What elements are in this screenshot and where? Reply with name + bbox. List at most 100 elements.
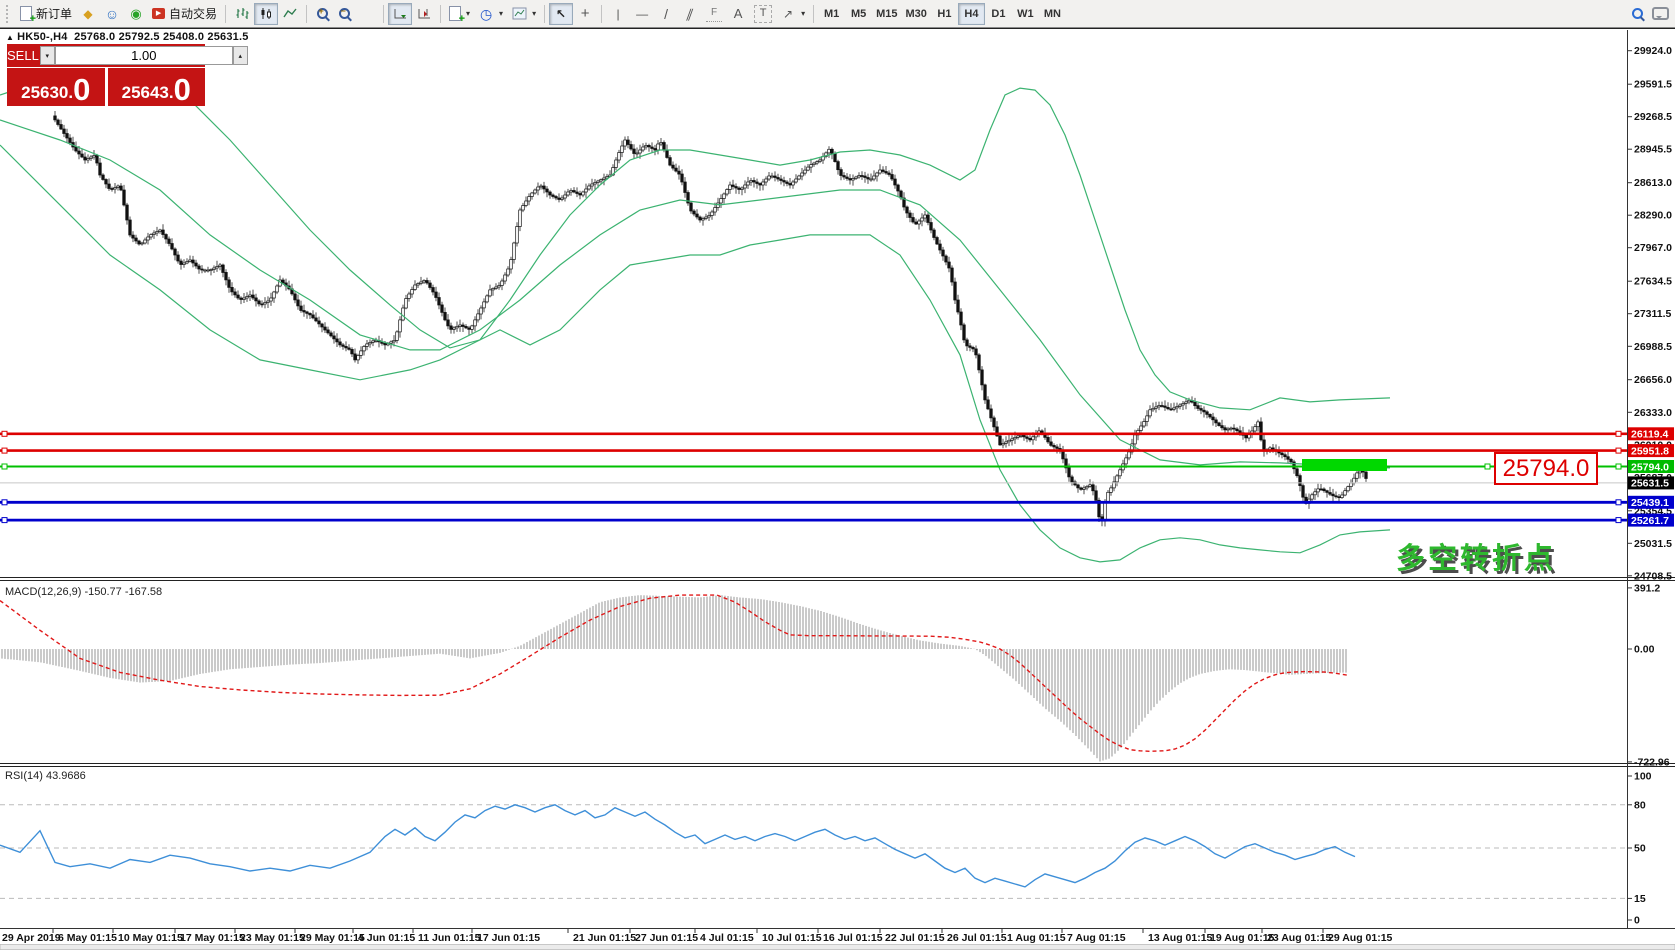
signals-button[interactable]: ◉: [124, 3, 148, 25]
chevron-down-icon: ▾: [801, 9, 806, 18]
indicators-button[interactable]: + ▾: [445, 3, 474, 25]
line-handle[interactable]: [1, 463, 8, 470]
svg-text:10 May 01:15: 10 May 01:15: [118, 932, 183, 944]
auto-scroll-button[interactable]: [388, 2, 413, 25]
svg-text:-722.96: -722.96: [1634, 756, 1670, 768]
line-handle[interactable]: [1, 430, 8, 437]
indicators-icon: +: [449, 6, 465, 25]
toolbar-separator: [225, 4, 227, 23]
sell-button[interactable]: SELL: [7, 48, 39, 63]
search-button[interactable]: [1626, 3, 1648, 25]
trendline-button[interactable]: /: [654, 3, 678, 25]
svg-text:29 Apr 2019: 29 Apr 2019: [2, 932, 61, 944]
market-watch-button[interactable]: ◆: [76, 3, 100, 25]
bar-chart-button[interactable]: [230, 3, 254, 25]
svg-text:27967.0: 27967.0: [1634, 242, 1672, 254]
svg-text:11 Jun 01:15: 11 Jun 01:15: [418, 932, 481, 944]
text-button[interactable]: A: [726, 3, 750, 25]
price-callout-label[interactable]: 25794.0: [1494, 452, 1598, 485]
toolbar-separator: [601, 4, 603, 23]
svg-text:7 Aug 01:15: 7 Aug 01:15: [1067, 932, 1126, 944]
svg-text:28613.0: 28613.0: [1634, 177, 1672, 189]
channel-button[interactable]: ∥: [678, 3, 702, 25]
auto-scroll-icon: [392, 6, 408, 22]
line-handle[interactable]: [1, 447, 8, 454]
cursor-icon: ↖: [556, 6, 567, 21]
price-tag-25631.5: [1628, 476, 1674, 490]
line-handle[interactable]: [1484, 463, 1491, 470]
chevron-down-icon: ▾: [466, 9, 471, 18]
timeframe-M5[interactable]: M5: [845, 3, 872, 25]
timeframe-M1[interactable]: M1: [818, 3, 845, 25]
chevron-down-icon: ▾: [499, 9, 504, 18]
label-button[interactable]: T: [750, 3, 776, 25]
price-tag-26119.4: [1628, 427, 1674, 441]
crosshair-button[interactable]: +: [573, 3, 597, 25]
line-handle[interactable]: [1615, 447, 1622, 454]
zoom-in-button[interactable]: +: [311, 3, 333, 25]
chat-button[interactable]: [1648, 3, 1673, 25]
line-handle[interactable]: [1, 517, 8, 524]
candlestick-icon: [258, 6, 274, 22]
svg-text:10 Jul 01:15: 10 Jul 01:15: [762, 932, 822, 944]
collapse-icon[interactable]: ▲: [6, 33, 15, 42]
profile-button[interactable]: ☺: [100, 3, 124, 25]
volume-up-button[interactable]: ▴: [232, 46, 248, 65]
fibonacci-button[interactable]: F: [702, 3, 726, 25]
svg-text:29 May 01:15: 29 May 01:15: [300, 932, 365, 944]
vertical-line-button[interactable]: |: [606, 3, 630, 25]
svg-text:80: 80: [1634, 799, 1646, 811]
svg-text:29 Aug 01:15: 29 Aug 01:15: [1328, 932, 1393, 944]
volume-input[interactable]: [54, 46, 233, 65]
arrows-button[interactable]: ↗ ▾: [776, 3, 809, 25]
sell-price[interactable]: 25630. 0: [21, 71, 91, 107]
svg-text:25631.5: 25631.5: [1631, 478, 1669, 490]
buy-button[interactable]: BUY: [248, 48, 276, 63]
toolbar-grip[interactable]: [6, 4, 13, 23]
svg-text:29268.5: 29268.5: [1634, 111, 1672, 123]
timeframe-MN[interactable]: MN: [1039, 3, 1066, 25]
volume-down-button[interactable]: ▾: [39, 46, 55, 65]
svg-text:27634.5: 27634.5: [1634, 276, 1672, 288]
timeframe-D1[interactable]: D1: [985, 3, 1012, 25]
highlight-rectangle[interactable]: [1302, 459, 1387, 471]
toolbar-separator: [440, 4, 442, 23]
buy-price[interactable]: 25643. 0: [104, 68, 206, 106]
line-handle[interactable]: [1615, 517, 1622, 524]
line-handle[interactable]: [1, 499, 8, 506]
zoom-out-button[interactable]: −: [333, 3, 355, 25]
svg-text:25439.1: 25439.1: [1631, 497, 1669, 509]
macd-indicator-label: MACD(12,26,9) -150.77 -167.58: [5, 586, 163, 598]
timeframe-M30[interactable]: M30: [902, 3, 931, 25]
new-order-button[interactable]: + 新订单: [16, 3, 76, 25]
toolbar-separator: [306, 4, 308, 23]
toolbar-separator: [383, 4, 385, 23]
svg-text:29924.0: 29924.0: [1634, 45, 1672, 57]
zoom-out-icon: −: [338, 7, 350, 19]
svg-text:6 May 01:15: 6 May 01:15: [58, 932, 117, 944]
cursor-button[interactable]: ↖: [549, 2, 574, 25]
turning-point-annotation[interactable]: 多空转折点: [1396, 543, 1557, 575]
line-handle[interactable]: [1615, 463, 1622, 470]
line-handle[interactable]: [1615, 430, 1622, 437]
svg-text:28290.0: 28290.0: [1634, 210, 1672, 222]
timeframe-W1[interactable]: W1: [1012, 3, 1039, 25]
tile-windows-button[interactable]: [355, 3, 379, 25]
timeframe-M15[interactable]: M15: [872, 3, 901, 25]
horizontal-line-button[interactable]: —: [630, 3, 654, 25]
timeframe-H4[interactable]: H4: [957, 2, 985, 25]
line-chart-button[interactable]: [278, 3, 302, 25]
text-icon: A: [733, 6, 743, 21]
chart-shift-button[interactable]: [412, 3, 436, 25]
line-handle[interactable]: [1615, 499, 1622, 506]
svg-text:50: 50: [1634, 843, 1646, 855]
autotrade-button[interactable]: ▶ 自动交易: [148, 3, 221, 25]
template-icon: [511, 6, 527, 22]
timeframe-H1[interactable]: H1: [931, 3, 958, 25]
periods-button[interactable]: ◷ ▾: [474, 3, 507, 25]
templates-button[interactable]: ▾: [507, 3, 540, 25]
crosshair-icon: +: [580, 5, 590, 22]
svg-text:23 May 01:15: 23 May 01:15: [240, 932, 305, 944]
candlestick-chart-button[interactable]: [254, 2, 279, 25]
